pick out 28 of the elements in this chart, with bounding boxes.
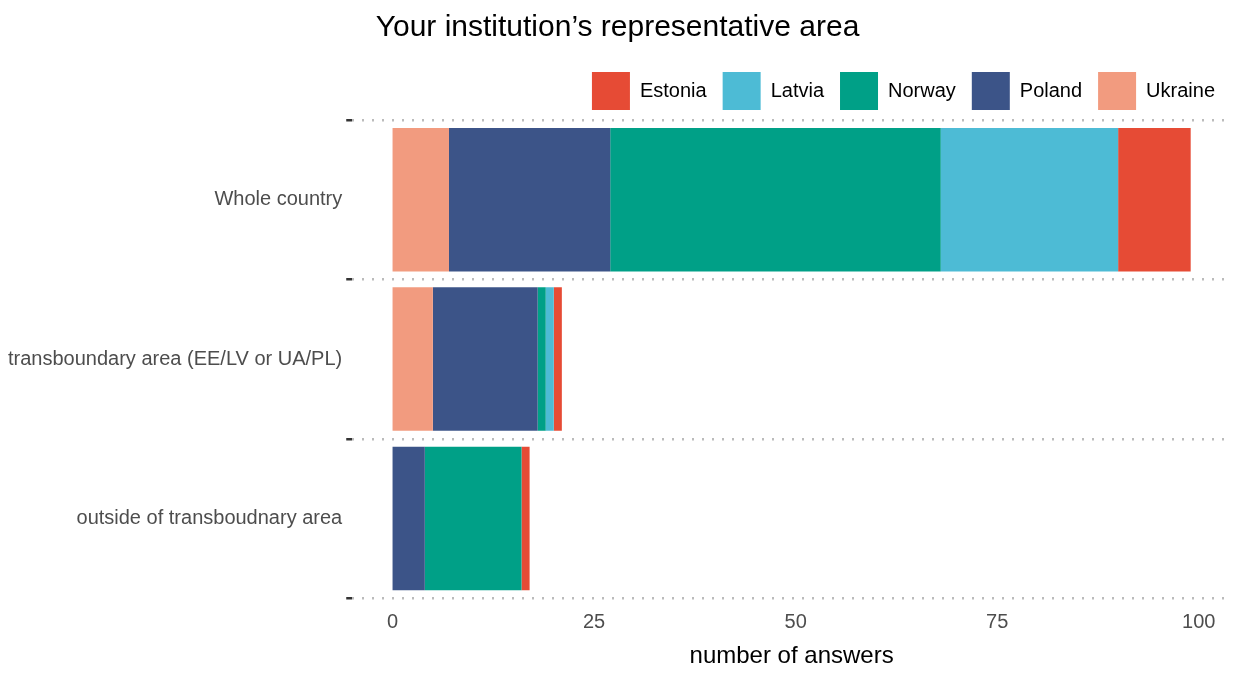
- x-axis-title: number of answers: [689, 641, 894, 669]
- bar: [432, 287, 538, 431]
- y-tick-label: Whole country: [214, 187, 343, 210]
- bar: [392, 127, 449, 272]
- bar: [610, 127, 941, 272]
- x-tick-label: 0: [386, 609, 399, 632]
- bar: [392, 446, 425, 591]
- legend-label: Latvia: [770, 78, 825, 101]
- legend-label: Ukraine: [1146, 78, 1216, 101]
- chart-title: Your institution’s representative area: [375, 9, 860, 43]
- legend-label: Poland: [1019, 78, 1083, 101]
- y-tick-label: transboundary area (EE/LV or UA/PL): [7, 346, 343, 369]
- legend-label: Norway: [888, 78, 956, 101]
- bar: [545, 287, 554, 431]
- bar: [553, 287, 562, 431]
- bar: [448, 127, 611, 272]
- y-tick-label: outside of transboudnary area: [76, 506, 344, 529]
- bar: [940, 127, 1119, 272]
- bar: [1118, 127, 1191, 272]
- x-tick-label: 75: [986, 609, 1009, 632]
- x-tick-label: 50: [784, 609, 807, 632]
- bar: [424, 446, 522, 591]
- x-tick-label: 25: [582, 609, 606, 632]
- bar: [521, 446, 530, 591]
- legend-label: Estonia: [639, 78, 708, 101]
- bar: [392, 287, 433, 431]
- x-tick-label: 100: [1182, 609, 1216, 632]
- bar: [537, 287, 546, 431]
